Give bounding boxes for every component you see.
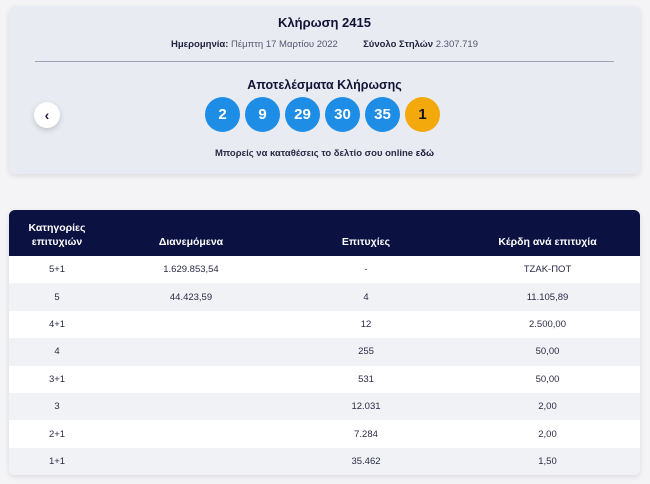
cell-winners: 12 [360,318,372,330]
cell-winners: 35.462 [351,455,381,467]
cell-distributed [105,420,277,447]
cell-prize: 1,50 [538,455,557,467]
header-category: Κατηγορίες επιτυχιών [28,222,86,248]
table-row: 5 44.423,59 4 11.105,89 [9,283,640,311]
draw-meta: Ημερομηνία: Πέμπτη 17 Μαρτίου 2022 Σύνολ… [9,39,640,50]
table-row: 3 12.031 2,00 [9,392,640,421]
number-ball: 29 [285,97,320,132]
cell-distributed [105,311,277,338]
cell-prize: 50,00 [535,346,560,358]
previous-draw-button[interactable]: ‹ [34,102,60,128]
cell-category: 4+1 [48,318,66,330]
winning-numbers: 2 9 29 30 35 1 [205,97,440,132]
cell-winners: - [364,264,368,276]
date-value: Πέμπτη 17 Μαρτίου 2022 [231,39,338,50]
chevron-left-icon: ‹ [44,107,50,123]
cell-winners: 7.284 [354,428,378,440]
cell-category: 1+1 [48,455,66,467]
draw-card: Κλήρωση 2415 Ημερομηνία: Πέμπτη 17 Μαρτί… [9,6,640,174]
number-ball: 2 [205,97,240,132]
cell-prize: 2,00 [538,401,557,413]
joker-ball: 1 [405,97,440,132]
columns-label: Σύνολο Στηλών [363,39,434,50]
cell-distributed [105,366,277,393]
results-table: Κατηγορίες επιτυχιών Διανεμόμενα Επιτυχί… [9,210,640,475]
number-ball: 30 [325,97,360,132]
cell-distributed: 1.629.853,54 [163,264,219,276]
cell-category: 2+1 [48,428,66,440]
cell-winners: 531 [358,373,374,385]
online-link[interactable]: εδώ [415,148,435,159]
cell-prize: 2,00 [538,428,557,440]
cell-winners: 12.031 [351,401,381,413]
cell-prize: 2.500,00 [529,318,566,330]
online-note: Μπορείς να καταθέσεις το δελτίο σου onli… [9,148,640,159]
cell-winners: 4 [363,291,369,303]
cell-category: 3+1 [48,373,66,385]
number-ball: 35 [365,97,400,132]
header-distributed: Διανεμόμενα [158,236,224,248]
cell-category: 5 [54,291,60,303]
number-ball: 9 [245,97,280,132]
columns-value: 2.307.719 [435,39,478,50]
cell-distributed [105,393,277,420]
table-row: 1+1 35.462 1,50 [9,447,640,475]
draw-title: Κλήρωση 2415 [278,15,371,30]
date-label: Ημερομηνία: [170,39,229,50]
cell-prize: 50,00 [535,373,560,385]
online-text: Μπορείς να καταθέσεις το δελτίο σου onli… [214,148,414,159]
cell-distributed [105,338,277,365]
table-row: 4+1 12 2.500,00 [9,310,640,339]
header-winners: Επιτυχίες [341,236,391,248]
header-prize: Κέρδη ανά επιτυχία [498,236,597,248]
cell-prize: 11.105,89 [526,291,569,303]
table-row: 5+1 1.629.853,54 - ΤΖΑΚ-ΠΟΤ [9,256,640,284]
table-header: Κατηγορίες επιτυχιών Διανεμόμενα Επιτυχί… [9,210,640,256]
divider [35,61,614,62]
results-title: Αποτελέσματα Κλήρωσης [247,78,402,92]
table-row: 3+1 531 50,00 [9,365,640,393]
cell-winners: 255 [358,346,374,358]
cell-prize: ΤΖΑΚ-ΠΟΤ [523,264,572,276]
table-body: 5+1 1.629.853,54 - ΤΖΑΚ-ΠΟΤ 5 44.423,59 … [9,256,640,475]
cell-category: 5+1 [48,264,66,276]
cell-distributed: 44.423,59 [169,291,213,303]
cell-category: 4 [54,346,60,358]
table-row: 2+1 7.284 2,00 [9,420,640,448]
table-row: 4 255 50,00 [9,338,640,366]
cell-distributed [105,448,277,475]
cell-category: 3 [54,401,60,413]
